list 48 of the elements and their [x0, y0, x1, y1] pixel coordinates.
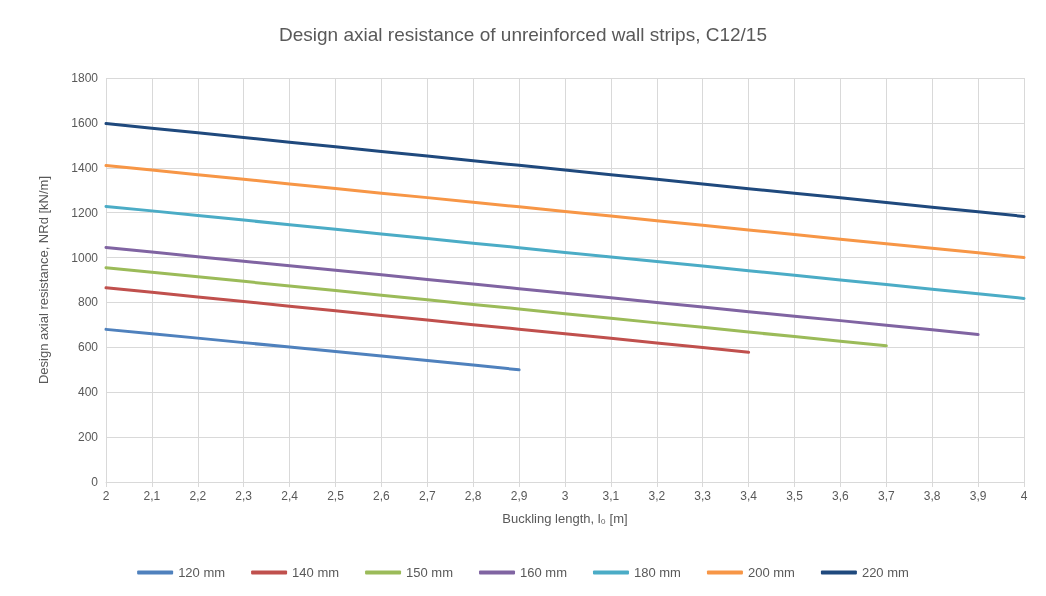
x-tick-label: 2,6	[373, 489, 391, 503]
legend-label: 150 mm	[406, 565, 454, 580]
x-tick-label: 3,2	[648, 489, 666, 503]
x-tick-label: 2,4	[281, 489, 299, 503]
line-series	[104, 327, 521, 372]
x-tick-label: 3,1	[602, 489, 620, 503]
line-series	[104, 286, 751, 354]
x-tick-label: 3,8	[923, 489, 941, 503]
x-tick-label: 2,3	[235, 489, 253, 503]
x-tick-label: 3,7	[877, 489, 895, 503]
x-tick-label: 2,7	[418, 489, 436, 503]
legend-label: 220 mm	[861, 565, 909, 580]
chart-title: Design axial resistance of unreinforced wall strips, C12/15	[279, 24, 767, 45]
x-tick-label: 3,3	[694, 489, 712, 503]
x-tick-label: 3	[561, 489, 569, 503]
x-axis-title: Buckling length, l₀ [m]	[502, 511, 628, 526]
y-tick-label: 0	[91, 475, 99, 489]
legend-label: 120 mm	[178, 565, 226, 580]
x-tick-label: 2,1	[143, 489, 161, 503]
line-series	[104, 122, 1026, 218]
line-series	[104, 164, 1026, 260]
line-series	[104, 204, 1026, 300]
x-tick-label: 2,2	[189, 489, 207, 503]
legend-label: 180 mm	[633, 565, 681, 580]
legend-label: 160 mm	[520, 565, 567, 580]
y-tick-label: 1600	[71, 115, 99, 130]
y-tick-label: 800	[77, 295, 99, 310]
x-tick-label: 3,5	[786, 489, 804, 503]
y-tick-label: 1800	[71, 71, 99, 85]
y-tick-label: 1200	[71, 205, 99, 220]
line-series	[104, 266, 888, 348]
x-tick-label: 3,6	[832, 489, 850, 503]
x-tick-label: 4	[1020, 489, 1028, 503]
x-tick-label: 2,9	[510, 489, 528, 503]
y-tick-label: 600	[77, 340, 99, 355]
line-series	[104, 245, 980, 337]
y-tick-label: 400	[77, 385, 99, 400]
x-tick-label: 3,9	[969, 489, 987, 503]
y-tick-label: 1000	[71, 250, 99, 265]
x-tick-label: 2	[102, 489, 110, 503]
legend-label: 140 mm	[292, 565, 340, 580]
y-tick-label: 200	[77, 430, 99, 445]
legend-label: 200 mm	[747, 565, 795, 580]
x-tick-label: 2,8	[464, 489, 482, 503]
y-tick-label: 1400	[71, 160, 99, 175]
x-tick-label: 3,4	[740, 489, 758, 503]
x-tick-label: 2,5	[327, 489, 345, 503]
y-axis-title: Design axial resistance, NRd [kN/m]	[36, 175, 51, 385]
